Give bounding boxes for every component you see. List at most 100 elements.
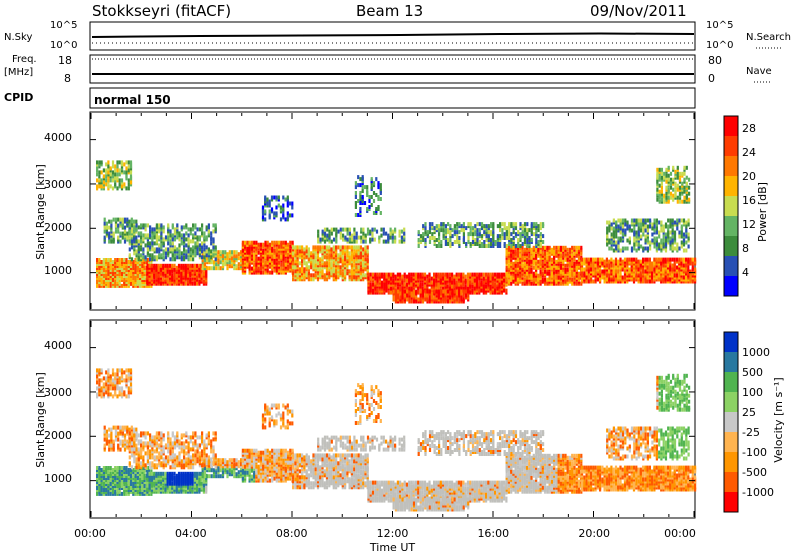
power-cell — [153, 263, 156, 268]
power-cell — [128, 231, 131, 236]
power-cell — [671, 257, 674, 262]
power-cell — [382, 239, 385, 244]
power-cell — [341, 249, 344, 254]
power-cell — [187, 257, 190, 262]
power-cell — [457, 272, 460, 277]
power-cell — [350, 245, 353, 250]
power-cell — [628, 236, 631, 241]
power-cell — [185, 243, 188, 248]
power-cell — [431, 222, 434, 227]
power-cell — [314, 263, 317, 268]
power-cell — [129, 260, 133, 264]
power-cell — [469, 222, 472, 227]
power-cell — [512, 261, 515, 266]
power-cell — [207, 229, 210, 234]
power-cell — [354, 195, 357, 199]
power-cell — [326, 233, 329, 238]
power-cell — [562, 259, 565, 264]
power-cell — [678, 246, 681, 251]
power-cell — [544, 251, 547, 256]
power-cell — [664, 257, 667, 262]
power-cell — [658, 189, 661, 194]
power-cell — [658, 230, 661, 235]
power-cell — [398, 229, 401, 234]
power-cell — [447, 228, 450, 233]
power-cell — [111, 186, 115, 191]
power-cell — [496, 244, 499, 248]
power-cell — [475, 272, 479, 277]
power-cell — [449, 230, 452, 235]
power-cell — [462, 232, 465, 237]
power-cell — [148, 263, 151, 268]
power-cell — [669, 218, 672, 223]
power-cell — [637, 226, 640, 231]
power-cell — [662, 257, 665, 262]
power-cell — [399, 286, 402, 291]
power-cell — [325, 277, 329, 282]
power-cell — [580, 277, 584, 282]
power-cell — [535, 222, 538, 227]
power-cell — [688, 197, 691, 202]
power-cell — [268, 252, 272, 257]
power-cell — [111, 178, 115, 183]
power-cell — [373, 237, 376, 242]
power-cell — [544, 269, 547, 274]
power-cell — [123, 162, 126, 167]
power-cell — [203, 262, 206, 267]
power-cell — [246, 262, 249, 267]
power-ylabel: Slant Range [km] — [34, 164, 47, 260]
power-cell — [294, 269, 297, 274]
power-cell — [435, 278, 438, 283]
power-cell — [355, 245, 358, 250]
power-cell — [608, 238, 611, 243]
power-cell — [160, 231, 163, 236]
power-cell — [626, 246, 629, 251]
power-cell — [401, 274, 404, 279]
power-cell — [480, 272, 483, 277]
power-cell — [635, 230, 638, 235]
power-cell — [665, 173, 668, 178]
power-cell — [471, 226, 475, 231]
power-cell — [371, 282, 375, 287]
power-cell — [111, 170, 115, 175]
power-cell — [270, 195, 274, 200]
power-cell — [287, 264, 290, 269]
power-cell — [361, 195, 364, 199]
power-cell — [687, 267, 690, 272]
power-cell — [553, 275, 556, 280]
power-cell — [512, 236, 515, 240]
power-cell — [555, 265, 558, 270]
power-cell — [487, 244, 490, 248]
power-cell — [316, 245, 320, 250]
power-cell — [403, 231, 406, 236]
power-cell — [175, 265, 178, 270]
power-cell — [608, 277, 611, 282]
power-cell — [663, 171, 666, 176]
power-cell — [505, 288, 508, 293]
power-cell — [678, 185, 682, 190]
power-cell — [107, 178, 110, 183]
power-cell — [116, 172, 119, 177]
power-cell — [657, 257, 660, 262]
power-cell — [344, 255, 347, 260]
power-cell — [360, 227, 363, 232]
power-cell — [192, 227, 195, 232]
power-cell — [339, 269, 342, 274]
power-cell — [640, 244, 643, 249]
power-cell — [687, 222, 690, 227]
power-cell — [575, 249, 578, 254]
power-cell — [201, 245, 204, 250]
power-cell — [539, 226, 542, 231]
power-cell — [601, 269, 604, 274]
power-cell — [169, 247, 172, 252]
power-cell — [321, 255, 324, 260]
power-cell — [316, 255, 320, 260]
power-cell — [350, 253, 353, 258]
power-cell — [405, 274, 408, 279]
power-cell — [360, 235, 363, 240]
power-cell — [194, 253, 197, 258]
power-cell — [510, 222, 513, 227]
power-cell — [192, 223, 195, 228]
power-cell — [307, 265, 310, 270]
power-cell — [330, 253, 333, 258]
